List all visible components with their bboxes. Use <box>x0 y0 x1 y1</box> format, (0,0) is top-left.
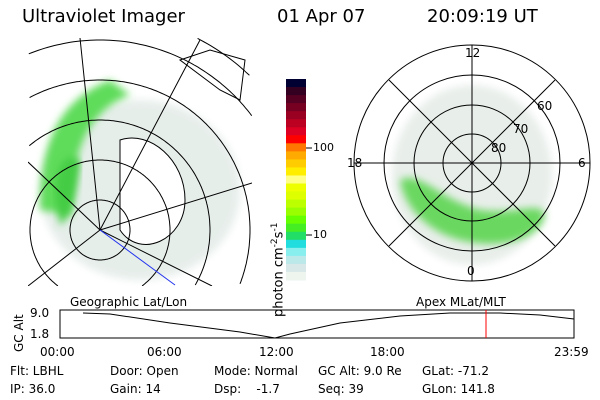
colorbar-swatch <box>286 127 306 136</box>
latitude-circle <box>29 159 171 286</box>
latitude-circle <box>28 39 252 116</box>
colorbar-swatch <box>286 135 306 144</box>
latitude-circle <box>69 199 131 261</box>
geographic-map <box>28 38 252 286</box>
colorbar-swatch <box>286 119 306 128</box>
mlt-18: 18 <box>347 156 363 170</box>
altitude-timeline <box>59 309 575 339</box>
mlat-60: 60 <box>537 99 553 113</box>
coastline <box>178 49 246 101</box>
meridian-marker <box>99 229 176 286</box>
auroral-oval-core <box>55 157 80 225</box>
timeline-left-label: Geographic Lat/Lon <box>70 295 188 309</box>
latitude-circle <box>29 79 251 284</box>
time-label: 20:09:19 UT <box>427 6 538 27</box>
colorbar-swatch <box>286 111 306 120</box>
colorbar-swatch <box>286 231 306 241</box>
instrument-title: Ultraviolet Imager <box>22 6 185 27</box>
status-gc-alt: GC Alt: 9.0 Re <box>318 364 402 378</box>
mlat-70: 70 <box>513 122 529 136</box>
colorbar <box>286 79 306 281</box>
colorbar-swatch <box>286 223 306 233</box>
y-tick-1-8: 1.8 <box>30 327 50 341</box>
status-ip: IP: 36.0 <box>10 382 56 396</box>
status-glon: GLon: 141.8 <box>422 382 495 396</box>
mlt-6: 6 <box>578 156 586 170</box>
timeline-right-label: Apex MLat/MLT <box>416 295 506 309</box>
colorbar-swatch <box>286 255 306 265</box>
x-tick-12: 12:00 <box>259 345 294 359</box>
mlt-12: 12 <box>465 46 481 60</box>
y-tick-9: 9.0 <box>30 306 50 320</box>
date-label: 01 Apr 07 <box>277 6 366 27</box>
colorbar-swatch <box>286 95 306 104</box>
colorbar-swatch <box>286 159 306 168</box>
colorbar-swatch <box>286 263 306 273</box>
status-door: Door: Open <box>110 364 179 378</box>
latitude-circle <box>28 119 211 286</box>
colorbar-tick-100: 100 <box>313 141 334 154</box>
x-tick-6: 06:00 <box>147 345 182 359</box>
colorbar-swatch <box>286 79 306 88</box>
x-tick-0: 00:00 <box>40 345 75 359</box>
colorbar-tick-10: 10 <box>313 228 327 241</box>
colorbar-swatch <box>286 87 306 96</box>
latitude-circle <box>197 38 250 76</box>
colorbar-swatch <box>286 191 306 201</box>
status-dsp: Dsp: -1.7 <box>214 382 280 396</box>
colorbar-swatch <box>286 167 306 176</box>
colorbar-swatch <box>286 103 306 112</box>
timeline-axis-title: GC Alt <box>12 314 26 352</box>
mlt-0: 0 <box>467 264 475 278</box>
colorbar-swatch <box>286 247 306 257</box>
status-mode: Mode: Normal <box>214 364 298 378</box>
polar-map <box>353 44 591 282</box>
colorbar-swatch <box>286 175 306 185</box>
colorbar-swatch <box>286 199 306 209</box>
colorbar-swatch <box>286 239 306 249</box>
status-gain: Gain: 14 <box>110 382 161 396</box>
x-tick-end: 23:59 <box>554 345 589 359</box>
status-glat: GLat: -71.2 <box>422 364 489 378</box>
x-tick-18: 18:00 <box>370 345 405 359</box>
colorbar-swatch <box>286 207 306 217</box>
status-filter: Flt: LBHL <box>10 364 64 378</box>
colorbar-swatch <box>286 143 306 152</box>
colorbar-swatch <box>286 151 306 160</box>
status-seq: Seq: 39 <box>318 382 364 396</box>
mlat-80: 80 <box>491 141 507 155</box>
lat-lon-grid <box>28 38 252 286</box>
colorbar-label: photon cm-2s-1 <box>270 222 287 317</box>
colorbar-swatch <box>286 215 306 225</box>
colorbar-swatch <box>286 183 306 193</box>
colorbar-swatch <box>286 271 306 281</box>
